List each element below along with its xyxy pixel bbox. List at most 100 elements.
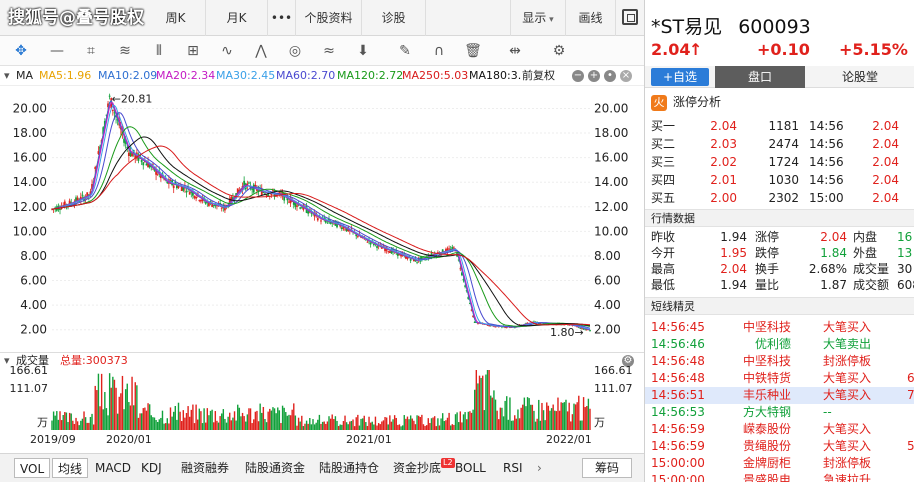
elf-row[interactable]: 14:56:59 嵘泰股份 大笔买入 <box>645 421 914 438</box>
volume-bar <box>522 404 524 430</box>
tab-boll[interactable]: BOLL <box>455 461 486 475</box>
zoom-in-icon[interactable]: + <box>588 70 600 82</box>
tab-ma[interactable]: 均线 <box>52 458 89 478</box>
candle-body <box>147 161 149 168</box>
vol-collapse-icon[interactable]: ▾ <box>4 354 10 367</box>
volume-bar <box>373 424 375 430</box>
tab-stock-profile[interactable]: 个股资料 <box>296 0 362 36</box>
tab-macd[interactable]: MACD <box>95 461 131 475</box>
crop-icon[interactable]: ⌗ <box>87 43 95 59</box>
volume-bar <box>509 397 511 430</box>
candle-body <box>75 197 77 203</box>
tab-vol[interactable]: VOL <box>14 458 51 478</box>
tab-kdj[interactable]: KDJ <box>141 461 162 475</box>
elf-row[interactable]: 14:56:51 丰乐种业 大笔买入 7 <box>645 387 914 404</box>
quote-value: 30 <box>897 262 913 276</box>
volume-bar <box>302 426 305 430</box>
volume-bar <box>152 417 154 430</box>
elf-row[interactable]: 14:56:53 方大特钢 -- <box>645 404 914 421</box>
candle-body <box>182 186 185 191</box>
quote-row[interactable]: 昨收 1.94 涨停 2.04 内盘 16 <box>645 229 914 246</box>
more-tabs-icon[interactable]: › <box>537 461 542 475</box>
eraser-icon[interactable]: ✎ <box>399 43 411 59</box>
split-icon[interactable]: ⇹ <box>509 43 521 59</box>
order-book-row[interactable]: 买四 2.01 1030 14:56 2.04 <box>645 172 914 189</box>
candle-body <box>464 285 467 287</box>
volume-bar <box>430 418 433 430</box>
volume-bar <box>377 423 380 430</box>
volume-bar <box>227 416 229 430</box>
display-menu[interactable]: 显示 <box>510 0 566 36</box>
tab-hk-flow[interactable]: 陆股通资金 <box>245 461 306 475</box>
order-book-row[interactable]: 买五 2.00 2302 15:00 2.04 <box>645 190 914 207</box>
order-book-row[interactable]: 买二 2.03 2474 14:56 2.04 <box>645 136 914 153</box>
limit-up-analysis[interactable]: 火涨停分析 <box>651 93 721 111</box>
tab-rsi[interactable]: RSI <box>503 461 523 475</box>
indicator-tabs: VOL 均线 MACD KDJ 融资融券 陆股通资金 陆股通持仓 资金抄底 L2 … <box>0 453 644 482</box>
quote-row[interactable]: 最低 1.94 量比 1.87 成交额 6084 <box>645 277 914 294</box>
tab-bottom-fishing[interactable]: 资金抄底 L2 <box>388 458 460 478</box>
gann-icon[interactable]: ⊞ <box>187 43 199 59</box>
elf-row[interactable]: 14:56:48 中铁特货 大笔买入 6 <box>645 370 914 387</box>
volume-bar <box>171 416 173 430</box>
vol-gear-icon[interactable]: ⚙ <box>622 355 634 367</box>
chip-distribution-button[interactable]: 筹码 <box>582 458 632 478</box>
volume-bar <box>321 421 324 430</box>
crosshair-icon[interactable]: ✥ <box>15 43 27 59</box>
elf-row[interactable]: 15:00:00 景盛股电 急速拉升 <box>645 472 914 482</box>
elf-row[interactable]: 14:56:48 中坚科技 封涨停板 <box>645 353 914 370</box>
gear-icon[interactable]: ⚙ <box>552 43 566 59</box>
quote-value: 1.94 <box>720 278 747 292</box>
volume-bar <box>237 404 239 430</box>
volume-bar <box>432 417 434 430</box>
elf-row[interactable]: 14:56:59 贵绳股份 大笔买入 5 <box>645 438 914 455</box>
ma-collapse-icon[interactable]: ▾ <box>4 69 10 82</box>
low-price-annotation: 1.80→ <box>550 326 584 339</box>
trash-icon[interactable]: 🗑 <box>464 43 482 59</box>
settings-small-icon[interactable]: • <box>604 70 616 82</box>
fan-icon[interactable]: ≋ <box>119 43 131 59</box>
price-chart[interactable]: 2.00 2.00 4.00 4.00 6.00 6.00 8.00 8.00 10.00 10.… <box>0 86 644 352</box>
arrow-down-icon[interactable]: ⬇ <box>357 43 369 59</box>
tab-more[interactable]: ••• <box>268 0 296 36</box>
order-book-row[interactable]: 买一 2.04 1181 14:56 2.04 <box>645 118 914 135</box>
order-book-row[interactable]: 买三 2.02 1724 14:56 2.04 <box>645 154 914 171</box>
zigzag-icon[interactable]: ⋀ <box>255 43 267 59</box>
quote-row[interactable]: 最高 2.04 换手 2.68% 成交量 30 <box>645 261 914 278</box>
quote-row[interactable]: 今开 1.95 跌停 1.84 外盘 13 <box>645 245 914 262</box>
zoom-out-icon[interactable]: − <box>572 70 584 82</box>
quote-value: 2.04 <box>820 230 847 244</box>
tab-diagnosis[interactable]: 诊股 <box>362 0 426 36</box>
line-segment-icon[interactable]: — <box>50 43 64 59</box>
volume-bar <box>384 416 386 430</box>
elf-time: 15:00:00 <box>651 473 705 482</box>
tab-monthly-k[interactable]: 月K <box>206 0 268 36</box>
tab-forum[interactable]: 论股堂 <box>841 70 878 84</box>
volume-bar <box>411 418 413 430</box>
magnet-icon[interactable]: ∩ <box>433 43 445 59</box>
tab-order-book[interactable]: 盘口 <box>715 66 805 88</box>
volume-bar <box>140 413 143 430</box>
volume-bar <box>482 375 484 430</box>
add-watchlist-button[interactable]: +自选 <box>651 68 709 86</box>
bars-icon[interactable]: ⦀ <box>155 43 163 59</box>
draw-line-tab[interactable]: 画线 <box>566 0 616 36</box>
elf-row[interactable]: 14:56:45 中坚科技 大笔买入 <box>645 319 914 336</box>
volume-bar <box>81 418 84 430</box>
maximize-icon[interactable] <box>622 9 638 25</box>
fq-mode-label[interactable]: 前复权 <box>521 66 556 85</box>
elf-row[interactable]: 15:00:00 金牌厨柜 封涨停板 <box>645 455 914 472</box>
wave-icon[interactable]: ≈ <box>323 43 335 59</box>
candle-body <box>336 222 338 228</box>
volume-bar <box>195 404 197 430</box>
volume-chart[interactable]: 166.61 166.61 111.07 111.07 万 万 <box>0 352 644 432</box>
elf-row[interactable]: 14:56:46 优利德 大笔卖出 <box>645 336 914 353</box>
volume-bar <box>305 420 308 430</box>
circle-target-icon[interactable]: ◎ <box>288 43 302 59</box>
y-tick-label-right: 16.00 <box>594 151 628 165</box>
tab-margin[interactable]: 融资融券 <box>181 461 230 475</box>
tab-hk-hold[interactable]: 陆股通持仓 <box>319 461 380 475</box>
close-indicator-icon[interactable]: × <box>620 70 632 82</box>
tab-weekly-k[interactable]: 周K <box>146 0 206 36</box>
pen-wave-icon[interactable]: ∿ <box>221 43 233 59</box>
